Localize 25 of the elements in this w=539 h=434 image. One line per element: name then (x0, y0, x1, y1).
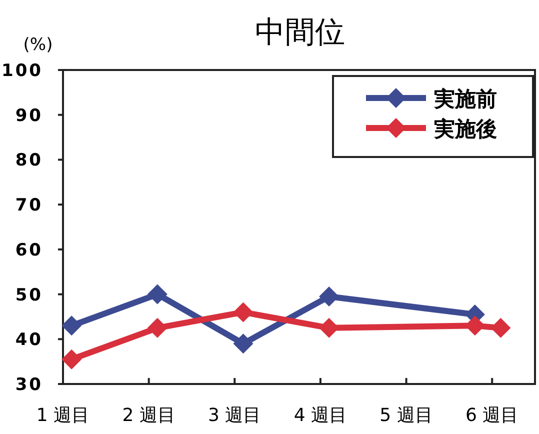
legend-label: 実施前 (433, 87, 497, 111)
point (62, 316, 82, 336)
point (233, 302, 254, 322)
y-tick-label: 90 (15, 106, 43, 126)
point (490, 318, 511, 338)
y-tick-label: 50 (15, 285, 43, 306)
point (147, 284, 168, 304)
y-tick-label: 40 (15, 330, 43, 350)
legend-label: 実施後 (433, 117, 497, 141)
y-tick-label: 80 (15, 150, 43, 171)
x-tick-label: 2 週目 (122, 405, 176, 426)
x-tick-label: 1 週目 (36, 405, 90, 426)
y-tick-label: 60 (15, 240, 43, 260)
x-tick-label: 3 週目 (208, 405, 262, 426)
point (147, 318, 168, 338)
y-tick-label: 30 (15, 375, 43, 395)
chart-title: 中間位 (255, 15, 345, 50)
y-tick-label: 100 (2, 61, 43, 81)
point (233, 334, 254, 354)
x-tick-label: 6 週目 (465, 405, 519, 426)
x-tick-label: 5 週目 (380, 405, 433, 426)
point (62, 349, 82, 370)
y-tick-label: 70 (15, 196, 43, 216)
x-tick-label: 4 週目 (294, 405, 348, 426)
y-axis-title: (%) (23, 35, 53, 55)
